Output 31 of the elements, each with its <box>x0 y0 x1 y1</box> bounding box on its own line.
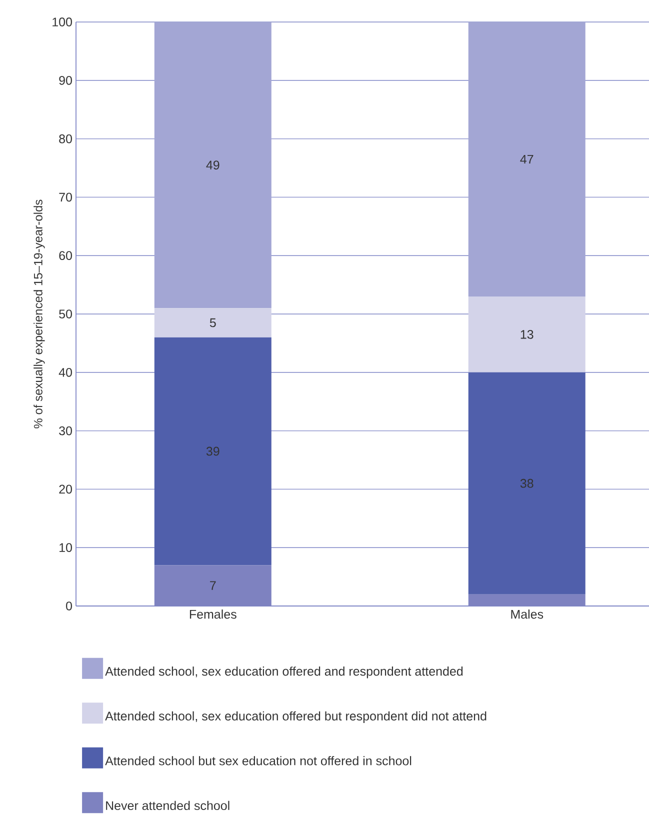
y-tick-label: 60 <box>59 251 72 260</box>
y-tick-label: 20 <box>59 484 72 494</box>
bar <box>468 296 586 372</box>
y-tick-label: 10 <box>60 543 72 552</box>
y-axis-title: % of sexually experienced 15–19-year-olds <box>34 200 45 428</box>
data-label: 13 <box>520 330 534 339</box>
y-tick-label: 80 <box>59 134 72 144</box>
data-label: 49 <box>206 160 220 170</box>
legend-label: Attended school, sex education offered and respondent attended <box>105 666 463 678</box>
y-tick-label: 30 <box>59 426 72 436</box>
y-tick-label: 50 <box>59 310 72 318</box>
bar <box>468 372 586 594</box>
bar <box>154 337 272 566</box>
y-tick-label: 100 <box>52 18 72 26</box>
legend-label: Attended school, sex education offered but respondent did not attend <box>105 711 486 723</box>
y-tick-label: 70 <box>59 192 72 202</box>
data-label: 39 <box>206 446 220 456</box>
legend-label: Never attended school <box>106 800 230 810</box>
y-tick-label: 90 <box>59 76 72 85</box>
y-tick-label: 0 <box>66 602 72 610</box>
y-tick-label: 40 <box>58 368 72 377</box>
data-label: 5 <box>210 318 216 328</box>
legend-label: Attended school but sex education not offered in school <box>105 756 412 766</box>
bar <box>154 308 272 338</box>
data-label: 47 <box>520 154 534 164</box>
data-label: 7 <box>210 581 216 590</box>
bar <box>468 22 586 296</box>
x-tick-label: Females <box>190 610 236 619</box>
bar <box>154 22 272 308</box>
x-tick-label: Males <box>511 610 544 619</box>
data-label: 38 <box>520 478 534 488</box>
